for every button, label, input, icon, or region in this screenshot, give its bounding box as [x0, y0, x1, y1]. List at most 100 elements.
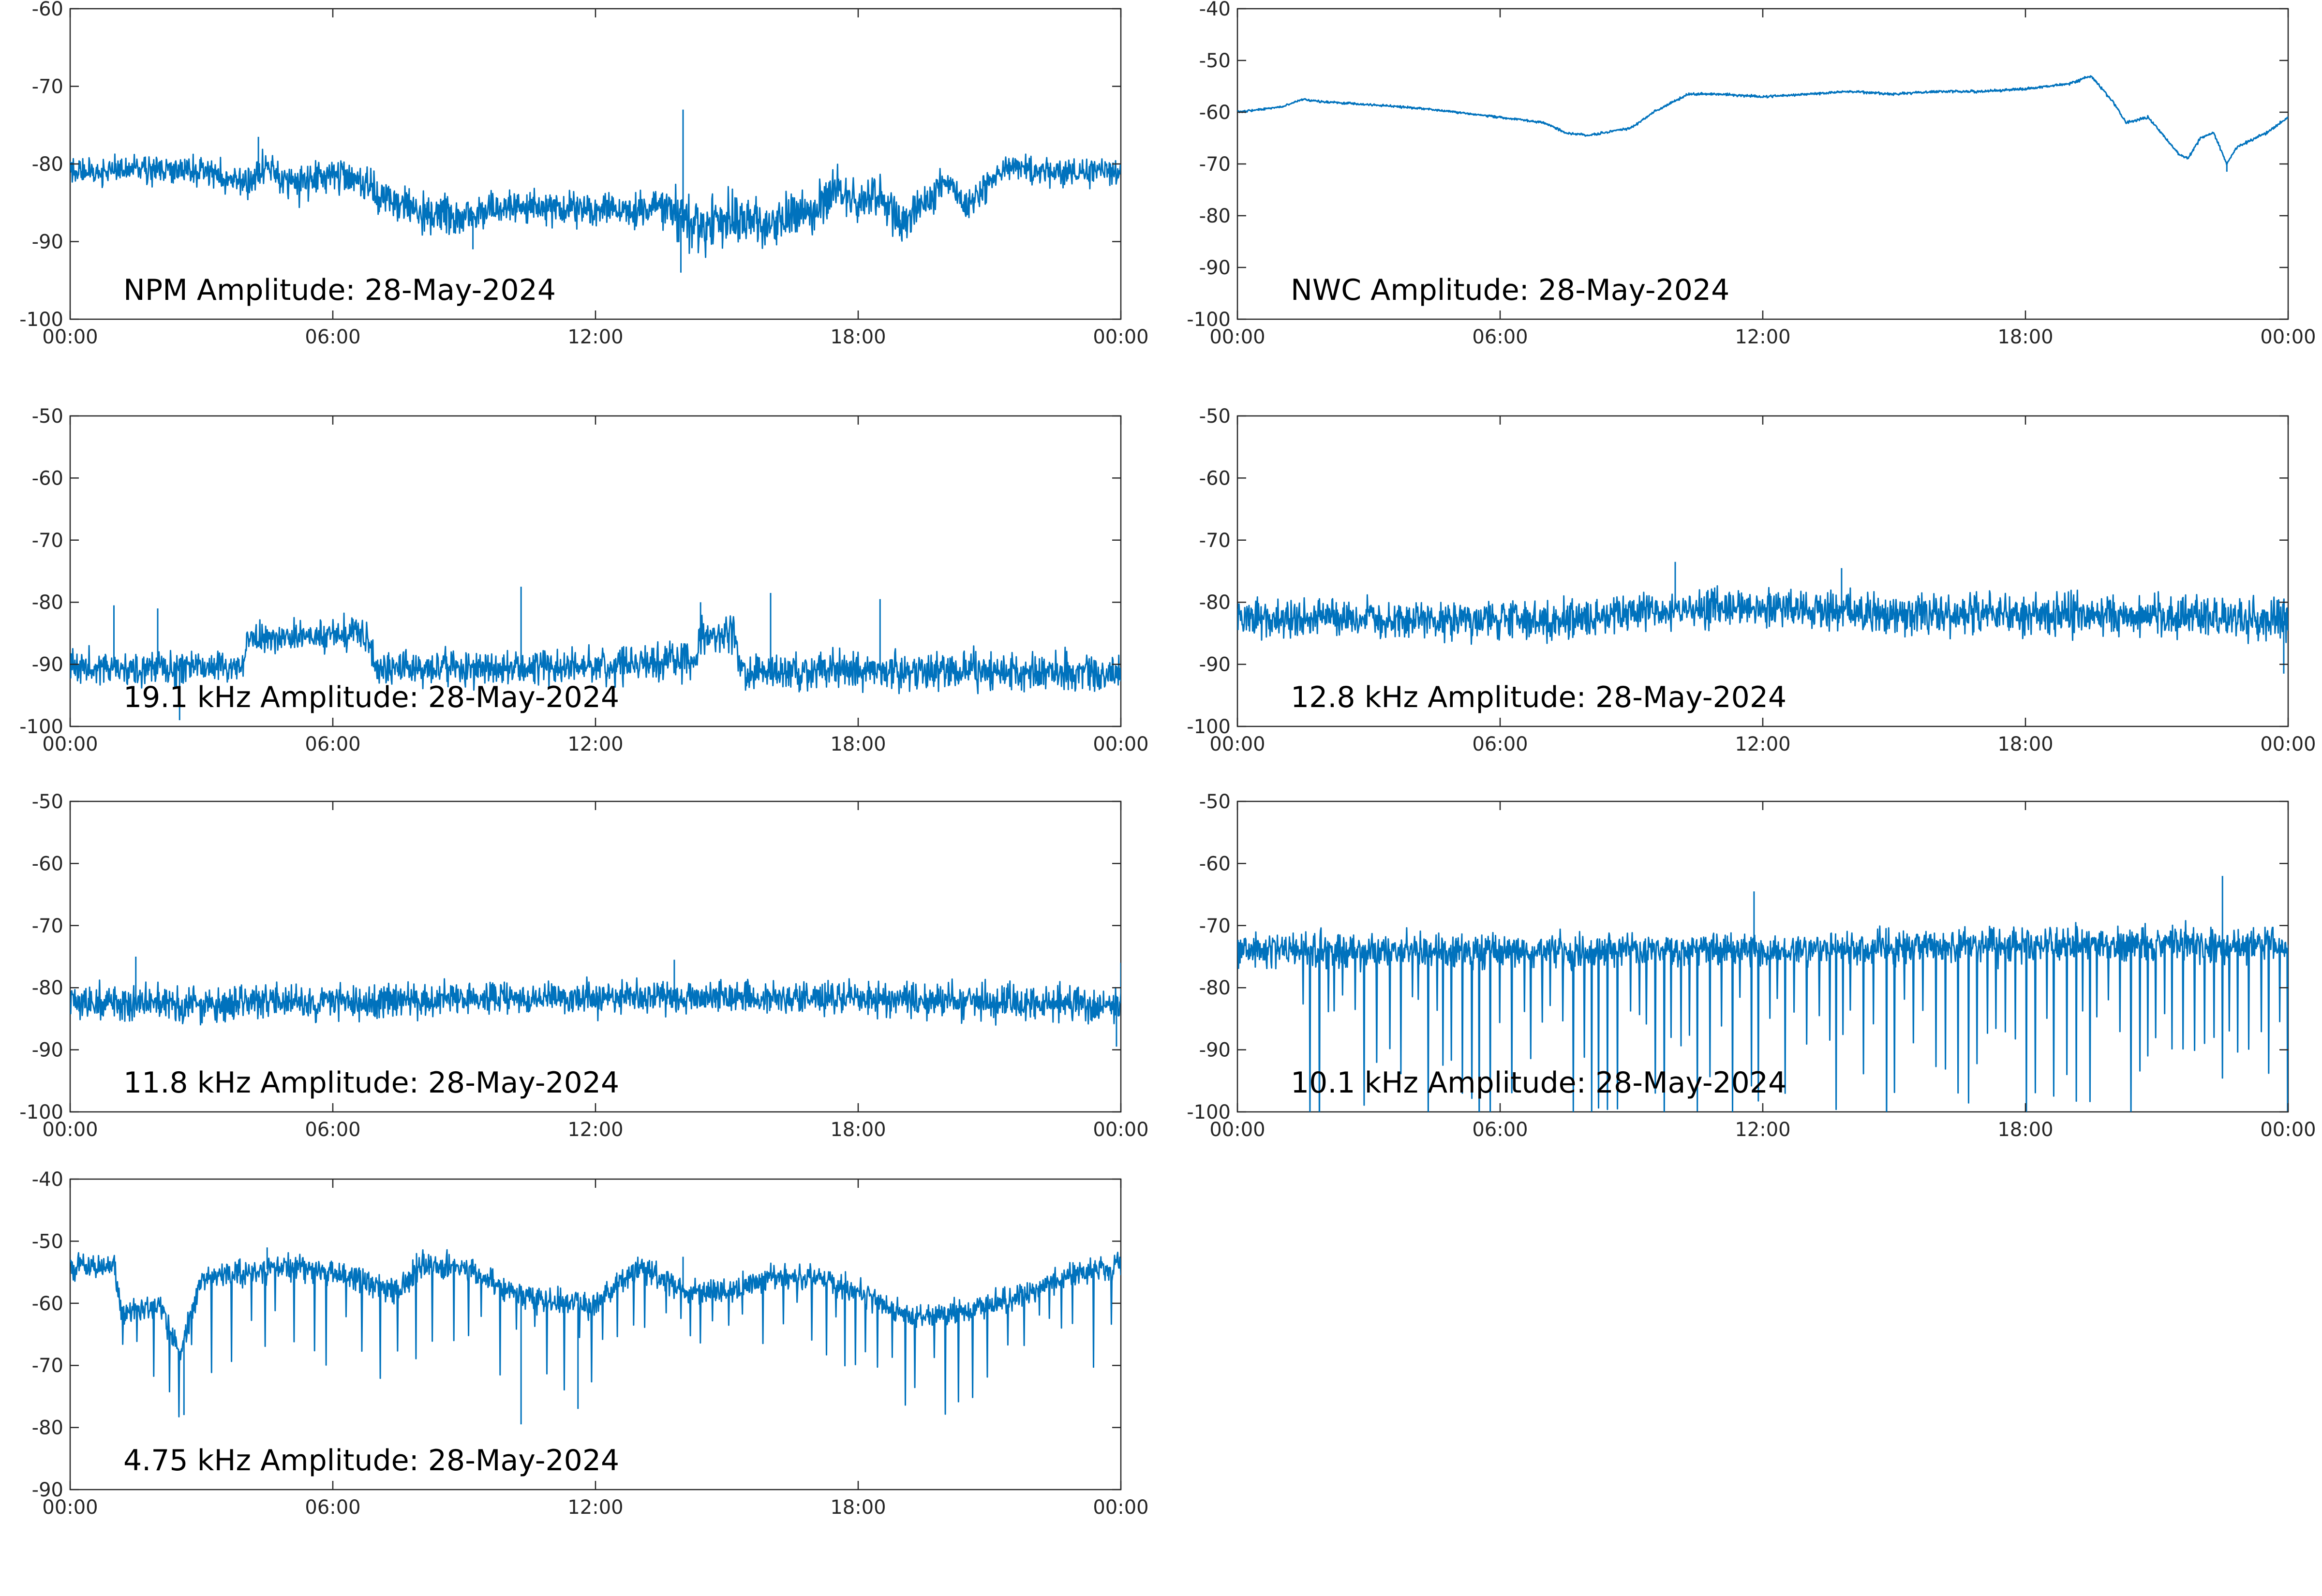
plot-area: [1236, 415, 2289, 727]
y-tick-label: -80: [1199, 977, 1231, 999]
y-tick-label: -60: [32, 0, 63, 20]
x-tick-label: 12:00: [567, 733, 623, 755]
y-tick-label: -90: [1199, 654, 1231, 676]
series-line: [70, 612, 1121, 695]
y-tick-label: -60: [32, 467, 63, 489]
y-tick-label: -80: [32, 977, 63, 999]
x-tick-label: 00:00: [1209, 326, 1265, 348]
x-tick-label: 00:00: [2260, 326, 2316, 348]
panel-title: 4.75 kHz Amplitude: 28-May-2024: [123, 1444, 619, 1478]
y-tick-label: -80: [1199, 205, 1231, 227]
y-tick-label: -80: [32, 1417, 63, 1439]
y-tick-label: -100: [1187, 716, 1231, 738]
y-tick-label: -90: [1199, 1039, 1231, 1062]
x-tick-label: 06:00: [305, 326, 360, 348]
y-tick-label: -100: [19, 716, 63, 738]
y-tick-label: -50: [32, 405, 63, 428]
y-tick-label: -70: [32, 915, 63, 937]
y-tick-label: -60: [1199, 467, 1231, 489]
x-tick-label: 06:00: [1472, 1119, 1528, 1141]
y-tick-label: -100: [1187, 309, 1231, 331]
x-tick-label: 00:00: [42, 326, 98, 348]
x-tick-label: 00:00: [1093, 1496, 1148, 1519]
x-tick-label: 12:00: [567, 326, 623, 348]
x-tick-label: 12:00: [567, 1496, 623, 1519]
y-tick-label: -50: [1199, 50, 1231, 72]
x-tick-label: 18:00: [830, 1119, 886, 1141]
y-tick-label: -60: [32, 853, 63, 875]
x-tick-label: 00:00: [42, 733, 98, 755]
y-tick-label: -90: [1199, 257, 1231, 279]
y-tick-label: -80: [32, 153, 63, 176]
panel-title: NPM Amplitude: 28-May-2024: [123, 273, 556, 307]
x-tick-label: 06:00: [305, 733, 360, 755]
y-tick-label: -100: [19, 1101, 63, 1123]
y-tick-label: -70: [1199, 915, 1231, 937]
x-tick-label: 12:00: [1735, 733, 1790, 755]
y-tick-label: -100: [19, 309, 63, 331]
x-tick-label: 00:00: [2260, 1119, 2316, 1141]
y-tick-label: -50: [32, 1230, 63, 1253]
y-tick-label: -70: [1199, 530, 1231, 552]
y-tick-label: -90: [32, 1479, 63, 1501]
x-tick-label: 18:00: [830, 733, 886, 755]
y-tick-label: -50: [32, 791, 63, 813]
x-tick-label: 00:00: [1093, 326, 1148, 348]
x-tick-label: 00:00: [1093, 1119, 1148, 1141]
y-tick-label: -70: [1199, 153, 1231, 176]
x-tick-label: 18:00: [1997, 326, 2053, 348]
x-tick-label: 06:00: [305, 1119, 360, 1141]
y-tick-label: -80: [1199, 591, 1231, 614]
series-line: [70, 148, 1121, 258]
x-tick-label: 00:00: [1093, 733, 1148, 755]
series-line: [1237, 585, 2288, 645]
plot-area: [69, 8, 1122, 320]
y-tick-label: -90: [32, 231, 63, 253]
x-tick-label: 06:00: [1472, 326, 1528, 348]
y-tick-label: -60: [32, 1293, 63, 1315]
x-tick-label: 06:00: [305, 1496, 360, 1519]
x-tick-label: 18:00: [830, 1496, 886, 1519]
x-tick-label: 12:00: [1735, 1119, 1790, 1141]
plot-area: [69, 1178, 1122, 1491]
y-tick-label: -40: [32, 1168, 63, 1191]
panel-title: 19.1 kHz Amplitude: 28-May-2024: [123, 680, 619, 714]
x-tick-label: 00:00: [42, 1119, 98, 1141]
y-tick-label: -70: [32, 76, 63, 98]
y-tick-label: -80: [32, 591, 63, 614]
x-tick-label: 06:00: [1472, 733, 1528, 755]
y-tick-label: -70: [32, 530, 63, 552]
y-tick-label: -50: [1199, 791, 1231, 813]
panel-title: NWC Amplitude: 28-May-2024: [1291, 273, 1729, 307]
y-tick-label: -50: [1199, 405, 1231, 428]
y-tick-label: -90: [32, 654, 63, 676]
y-tick-label: -60: [1199, 853, 1231, 875]
x-tick-label: 12:00: [567, 1119, 623, 1141]
panel-title: 10.1 kHz Amplitude: 28-May-2024: [1291, 1066, 1786, 1100]
y-tick-label: -100: [1187, 1101, 1231, 1123]
series-line: [1237, 920, 2288, 1112]
x-tick-label: 18:00: [1997, 1119, 2053, 1141]
y-tick-label: -60: [1199, 102, 1231, 124]
series-line: [70, 976, 1121, 1026]
panel-title: 12.8 kHz Amplitude: 28-May-2024: [1291, 680, 1786, 714]
series-line: [1237, 75, 2288, 165]
series-line: [70, 1249, 1121, 1418]
x-tick-label: 00:00: [1209, 1119, 1265, 1141]
x-tick-label: 18:00: [1997, 733, 2053, 755]
y-tick-label: -70: [32, 1355, 63, 1377]
x-tick-label: 00:00: [2260, 733, 2316, 755]
plot-area: [69, 800, 1122, 1113]
y-tick-label: -90: [32, 1039, 63, 1062]
panel-title: 11.8 kHz Amplitude: 28-May-2024: [123, 1066, 619, 1100]
plot-area: [1236, 8, 2289, 320]
x-tick-label: 00:00: [42, 1496, 98, 1519]
x-tick-label: 12:00: [1735, 326, 1790, 348]
